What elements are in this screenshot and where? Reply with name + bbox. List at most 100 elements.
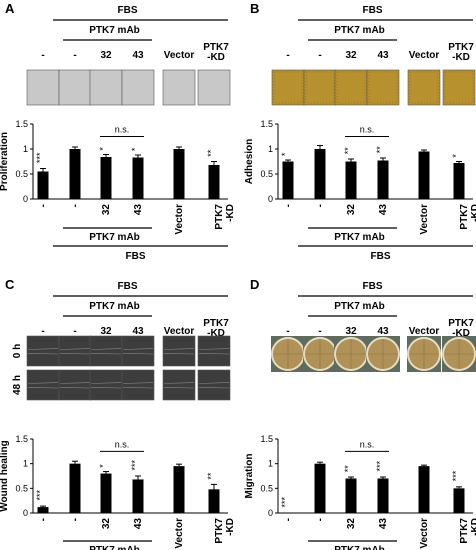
label-line: 32 (100, 50, 112, 61)
cell-texture (305, 71, 335, 104)
column-header: 32 (345, 326, 357, 337)
y-tick-label: 1 (23, 459, 28, 469)
y-tick-label: 1.5 (15, 434, 28, 444)
cell-texture (409, 71, 439, 104)
bar (37, 507, 49, 513)
significance-stars: *** (375, 460, 385, 471)
panel-label: B (250, 1, 259, 16)
grey-micrograph (121, 69, 155, 106)
label-line: -KD (452, 52, 470, 63)
label-line: - (318, 326, 321, 337)
cell-texture (273, 71, 303, 104)
label-line: 32 (100, 326, 112, 337)
y-tick-label: 1 (23, 144, 28, 154)
x-tick-label: - (283, 518, 294, 521)
time-label: 48 h (12, 375, 23, 395)
mab-footer: PTK7 mAb (334, 232, 385, 243)
column-header: Vector (409, 50, 440, 61)
label-line: - (38, 518, 49, 521)
fbs-header: FBS (118, 281, 138, 292)
column-header: - (41, 326, 44, 337)
wound-edge-line (59, 387, 91, 389)
y-tick-label: 0.5 (15, 169, 28, 179)
mab-footer: PTK7 mAb (334, 545, 385, 550)
label-line: PTK7 (203, 42, 229, 53)
x-tick-label: - (38, 204, 49, 207)
wound-micrograph (197, 335, 231, 367)
label-line: - (283, 518, 294, 521)
fbs-header: FBS (363, 5, 383, 16)
bar (69, 463, 81, 513)
bar (345, 161, 357, 199)
label-line: 32 (346, 204, 357, 216)
x-tick-label: PTK7-KD (459, 518, 476, 544)
x-tick-label: 32 (101, 518, 112, 530)
wound-edge-line (90, 382, 122, 384)
wound-edge-line (122, 387, 154, 389)
column-header: - (73, 50, 76, 61)
x-tick-label: - (70, 204, 81, 207)
label-line: -KD (225, 204, 236, 222)
column-header: PTK7 -KD (203, 42, 229, 63)
column-header: - (73, 326, 76, 337)
panel-c: C FBS PTK7 mAb - - 32 43 Vector PTK7 -KD 0 h 48 h Wo… (0, 277, 236, 550)
x-tick-label: - (70, 518, 81, 521)
y-tick-label: 1.5 (15, 119, 28, 129)
bar (100, 157, 112, 199)
wound-micrograph (58, 369, 92, 401)
column-header: - (41, 50, 44, 61)
label-line: Vector (419, 204, 430, 235)
bar (69, 149, 81, 199)
bar (314, 149, 326, 199)
column-header: - (318, 326, 321, 337)
label-line: 32 (101, 518, 112, 530)
label-line: Vector (164, 326, 195, 337)
x-tick-label: Vector (419, 518, 430, 549)
label-line: - (318, 50, 321, 61)
column-header: - (286, 326, 289, 337)
wound-micrograph (89, 335, 123, 367)
bar (314, 463, 326, 513)
label-line: PTK7 (214, 204, 225, 230)
label-line: - (315, 518, 326, 521)
label-line: PTK7 (214, 518, 225, 544)
bar (345, 478, 357, 513)
fbs-header: FBS (363, 281, 383, 292)
label-line: - (73, 326, 76, 337)
adhesion-micrograph (366, 69, 400, 106)
wound-micrograph (162, 369, 196, 401)
panel-label: C (5, 277, 15, 292)
wound-micrograph (121, 335, 155, 367)
label-line: 32 (345, 326, 357, 337)
label-line: PTK7 (459, 204, 470, 230)
wound-edge-line (59, 382, 91, 384)
y-axis-label: Wound healing (0, 440, 10, 511)
bar (173, 149, 185, 199)
label-line: - (286, 326, 289, 337)
adhesion-micrograph (303, 69, 337, 106)
bar (208, 489, 220, 513)
fbs-header: FBS (118, 5, 138, 16)
label-line: 32 (345, 50, 357, 61)
column-header: 43 (377, 50, 389, 61)
x-tick-label: - (315, 518, 326, 521)
y-tick-label: 1 (268, 144, 273, 154)
column-header: Vector (164, 326, 195, 337)
time-label: 0 h (12, 344, 23, 358)
column-header: 43 (132, 326, 144, 337)
adhesion-micrograph (334, 69, 368, 106)
mab-header: PTK7 mAb (89, 301, 140, 312)
bar (418, 466, 430, 513)
label-line: -KD (470, 518, 476, 536)
bar (282, 161, 294, 199)
wound-edge-line (27, 387, 59, 389)
wound-edge-line (163, 387, 195, 389)
ns-label: n.s. (360, 125, 375, 135)
bar (418, 151, 430, 199)
wound-edge-line (59, 353, 91, 355)
label-line: PTK7 (459, 518, 470, 544)
significance-stars: *** (35, 490, 45, 501)
column-header: PTK7 -KD (203, 318, 229, 339)
label-line: PTK7 (203, 318, 229, 329)
